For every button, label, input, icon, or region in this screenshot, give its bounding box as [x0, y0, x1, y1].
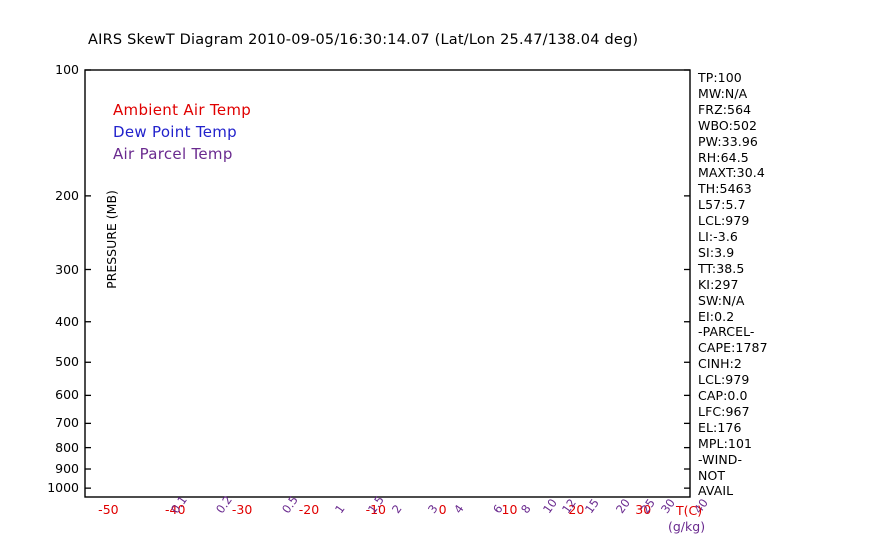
- pressure-tick-100: 100: [55, 62, 79, 77]
- panel-row-12: TT:38.5: [698, 260, 745, 276]
- panel-row-15: EI:0.2: [698, 308, 735, 324]
- panel-row-16: -PARCEL-: [698, 324, 755, 340]
- panel-row-18: CINH:2: [698, 356, 742, 372]
- temp-tick-bottom-10: 10: [501, 502, 518, 517]
- panel-row-9: LCL:979: [698, 213, 750, 229]
- panel-row-4: PW:33.96: [698, 133, 758, 149]
- legend-air-parcel-temp: Air Parcel Temp: [113, 145, 233, 163]
- panel-row-19: LCL:979: [698, 372, 750, 388]
- panel-row-10: LI:-3.6: [698, 229, 738, 244]
- pressure-tick-700: 700: [55, 415, 79, 431]
- temp-tick-bottom--50: -50: [98, 502, 119, 517]
- panel-row-17: CAPE:1787: [698, 340, 768, 356]
- panel-row-6: MAXT:30.4: [698, 165, 765, 181]
- pressure-tick-200: 200: [55, 187, 79, 203]
- pressure-tick-300: 300: [55, 261, 79, 277]
- pressure-tick-900: 900: [55, 461, 79, 476]
- pressure-tick-400: 400: [55, 313, 79, 329]
- panel-row-21: LFC:967: [698, 403, 750, 419]
- panel-row-26: AVAIL: [698, 483, 734, 499]
- panel-row-7: TH:5463: [698, 181, 752, 197]
- pressure-tick-600: 600: [55, 387, 79, 403]
- page-title: AIRS SkewT Diagram 2010-09-05/16:30:14.0…: [88, 32, 639, 48]
- pressure-tick-800: 800: [55, 439, 79, 455]
- temp-tick-bottom--20: -20: [298, 502, 320, 517]
- panel-row-23: MPL:101: [698, 435, 753, 451]
- panel-row-2: FRZ:564: [698, 101, 752, 117]
- panel-row-20: CAP:0.0: [698, 388, 748, 403]
- panel-row-5: RH:64.5: [698, 149, 749, 165]
- mixing-ratio-axis-label: (g/kg): [668, 519, 706, 534]
- temperature-axis-label: T(C): [676, 503, 703, 518]
- panel-row-8: L57:5.7: [698, 197, 746, 213]
- temp-tick-bottom--40: -40: [165, 502, 186, 517]
- pressure-tick-500: 500: [55, 354, 79, 370]
- temp-tick-bottom--30: -30: [231, 502, 253, 517]
- temp-tick-bottom-0: 0: [438, 502, 447, 517]
- temp-tick-bottom-20: 20: [568, 502, 585, 517]
- panel-row-24: -WIND-: [698, 451, 743, 467]
- panel-row-1: MW:N/A: [698, 85, 748, 101]
- temp-tick-bottom-30: 30: [635, 502, 652, 517]
- legend-dew-point-temp: Dew Point Temp: [113, 123, 238, 141]
- panel-row-11: SI:3.9: [698, 244, 735, 260]
- panel-row-22: EL:176: [698, 419, 742, 435]
- pressure-tick-1000: 1000: [47, 480, 79, 496]
- pressure-axis-label: PRESSURE (MB): [103, 190, 119, 289]
- panel-row-13: KI:297: [698, 276, 739, 292]
- panel-row-0: TP:100: [698, 70, 742, 85]
- panel-row-3: WBO:502: [698, 117, 758, 133]
- panel-row-14: SW:N/A: [698, 292, 745, 308]
- panel-row-25: NOT: [698, 467, 726, 483]
- legend-ambient-air-temp: Ambient Air Temp: [113, 101, 252, 119]
- temp-tick-bottom--10: -10: [365, 502, 387, 517]
